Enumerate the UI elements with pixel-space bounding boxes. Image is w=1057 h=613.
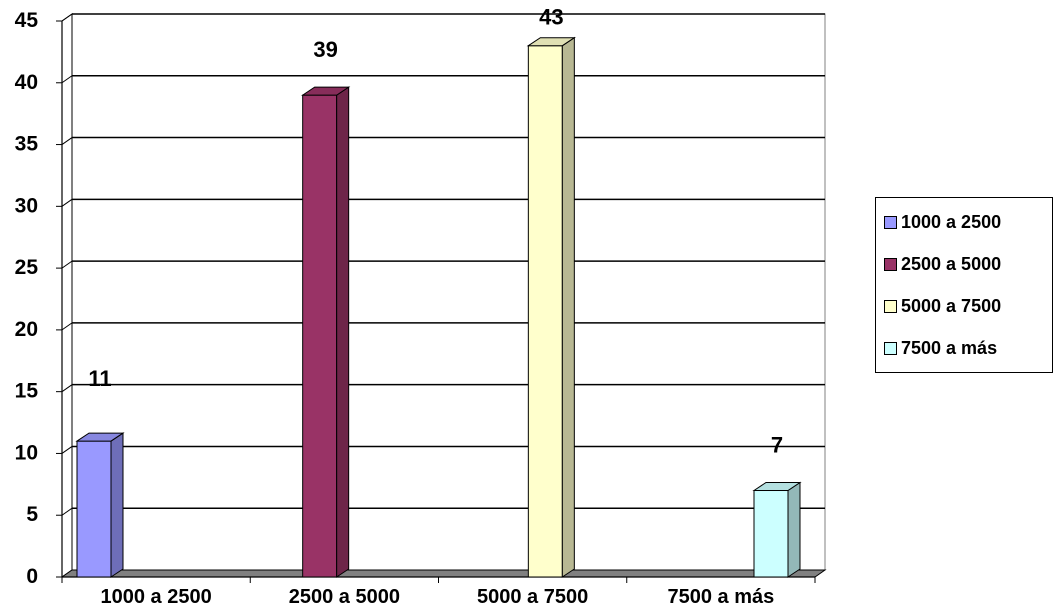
- bar-top: [526, 37, 576, 47]
- legend-item-3: 5000 a 7500: [884, 294, 1001, 318]
- legend-swatch-2: [884, 257, 897, 271]
- y-tick-label: 40: [15, 71, 38, 94]
- bars: [75, 36, 802, 578]
- x-tick-label: 2500 a 5000: [289, 586, 400, 608]
- gridline-side: [61, 322, 73, 331]
- y-tick-label: 10: [15, 441, 38, 464]
- y-tick-label: 0: [26, 565, 38, 588]
- data-labels: 11 39 43 7: [88, 5, 783, 458]
- bar-side: [787, 481, 801, 578]
- bar-front: [527, 45, 563, 578]
- x-tick-label: 1000 a 2500: [101, 586, 212, 608]
- data-label-2: 39: [313, 37, 337, 62]
- bar-top: [301, 86, 351, 96]
- bar-1: [75, 432, 125, 578]
- gridline-side: [61, 75, 73, 84]
- plot-back-wall: [71, 13, 826, 571]
- data-label-3: 43: [539, 5, 563, 30]
- plot-side-wall: [61, 13, 73, 578]
- bar-top: [75, 432, 125, 442]
- legend-swatch-1: [884, 215, 897, 229]
- y-tick-label: 25: [15, 256, 39, 279]
- legend-item-1: 1000 a 2500: [884, 210, 1001, 234]
- axes: 0 5 10 15 20 25 30 35 40 45 1000 a 2500 2500 a 5000…: [15, 9, 816, 608]
- bar-front: [76, 440, 112, 578]
- gridline-side: [61, 198, 73, 207]
- bar-front: [753, 490, 789, 578]
- gridline-side: [61, 13, 73, 22]
- legend-item-2: 2500 a 5000: [884, 252, 1001, 276]
- bar-side: [561, 36, 575, 578]
- data-label-4: 7: [771, 433, 783, 458]
- gridline-side: [61, 384, 73, 393]
- legend-label-3: 5000 a 7500: [901, 295, 1002, 316]
- y-tick-label: 5: [26, 503, 38, 526]
- y-tick-label: 30: [15, 194, 38, 217]
- plot-floor: [60, 569, 827, 578]
- gridline-side: [61, 446, 73, 454]
- gridline-side: [61, 260, 73, 269]
- bar-side: [110, 432, 124, 578]
- legend-label-2: 2500 a 5000: [901, 253, 1002, 274]
- gridline-side: [61, 137, 73, 145]
- y-tick-label: 35: [15, 133, 39, 156]
- y-tick-label: 45: [15, 9, 39, 32]
- legend-label-4: 7500 a más: [901, 337, 998, 358]
- chart-legend: 1000 a 2500 2500 a 5000 5000 a 7500 7500…: [875, 197, 1053, 373]
- x-tick-label: 7500 a más: [667, 586, 774, 608]
- legend-item-4: 7500 a más: [884, 336, 997, 360]
- bar-2: [301, 86, 351, 578]
- gridline-side: [61, 507, 73, 516]
- bar-side: [336, 86, 350, 578]
- gridlines: [60, 13, 827, 578]
- legend-swatch-3: [884, 299, 897, 313]
- data-label-1: 11: [88, 366, 111, 391]
- y-tick-label: 20: [15, 318, 38, 341]
- bar-4: [752, 481, 802, 578]
- bar-3: [526, 36, 576, 578]
- bar-front: [302, 94, 338, 578]
- legend-swatch-4: [884, 341, 897, 355]
- y-tick-label: 15: [15, 380, 39, 403]
- legend-label-1: 1000 a 2500: [901, 211, 1002, 232]
- bar-top: [752, 482, 802, 492]
- x-tick-label: 5000 a 7500: [477, 586, 588, 608]
